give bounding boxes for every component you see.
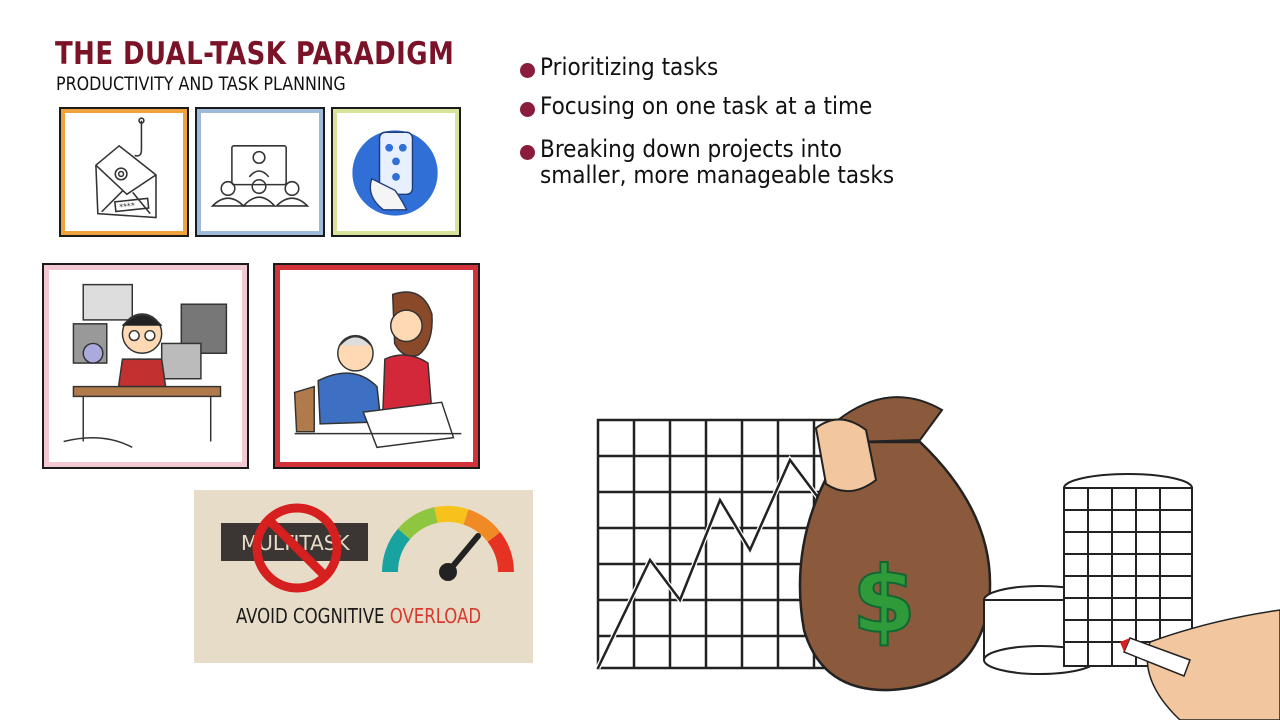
meeting-presentation-icon	[210, 145, 310, 207]
overload-label: OVERLOAD	[389, 604, 482, 628]
bullet-item: Breaking down projects into smaller, mor…	[518, 136, 1060, 188]
money-growth-scene: $	[590, 380, 1280, 721]
page-subtitle: PRODUCTIVITY AND TASK PLANNING	[56, 73, 346, 95]
avoid-overload-text: AVOID COGNITIVE OVERLOAD	[236, 604, 481, 628]
money-growth-illustration: $	[595, 396, 1280, 721]
phone-contacts-icon	[352, 130, 438, 216]
overwhelmed-worker-card	[42, 263, 249, 469]
elderly-helper-card	[273, 263, 480, 469]
bullet-text-line1: Breaking down projects into	[540, 135, 842, 163]
bullet-item: Focusing on one task at a time	[518, 93, 1060, 119]
svg-text:****: ****	[119, 202, 136, 214]
avoid-label: AVOID COGNITIVE	[236, 604, 385, 628]
marker-hand-icon	[1120, 609, 1280, 721]
bullet-item: Prioritizing tasks	[518, 54, 1060, 80]
bullet-dot-icon	[520, 102, 535, 117]
bullet-text-line2: smaller, more manageable tasks	[540, 161, 895, 189]
bullet-text: Focusing on one task at a time	[540, 92, 873, 120]
phone-card	[331, 107, 461, 237]
svg-text:$: $	[852, 547, 916, 654]
bullet-dot-icon	[520, 63, 535, 78]
money-bag-icon: $	[798, 396, 992, 692]
email-phishing-card: ****	[59, 107, 189, 237]
email-phishing-icon: ****	[95, 117, 157, 219]
gauge-icon	[381, 505, 514, 581]
page-title: THE DUAL-TASK PARADIGM	[55, 36, 455, 72]
prohibited-icon	[252, 503, 342, 593]
meeting-card	[195, 107, 325, 237]
elderly-helper-illustration	[293, 291, 462, 449]
bullet-text: Prioritizing tasks	[540, 53, 719, 81]
overwhelmed-worker-illustration	[63, 283, 228, 449]
bullet-dot-icon	[520, 145, 535, 160]
cognitive-overload-banner: MULTITASK AVOID COGNITIVE OVERLOAD	[194, 490, 533, 663]
